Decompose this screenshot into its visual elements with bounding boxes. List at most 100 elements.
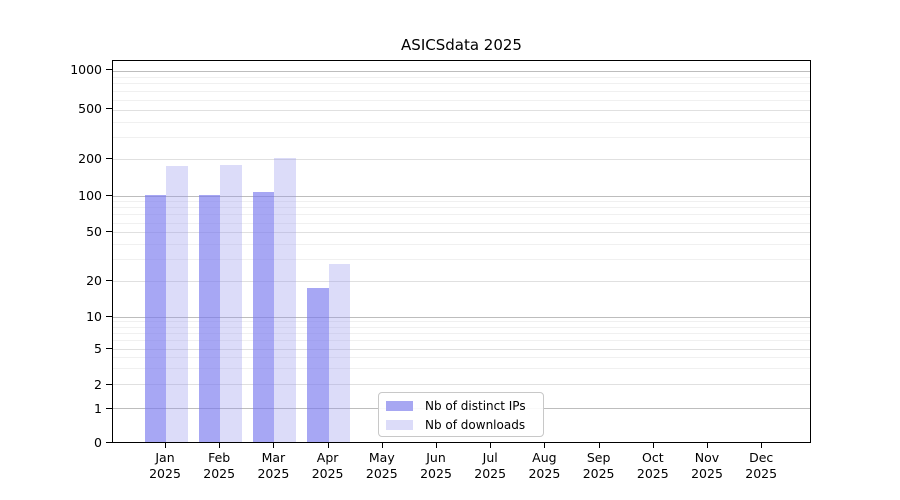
x-tick-label-aug: Aug 2025 — [514, 450, 574, 482]
gridline-minor-300 — [113, 137, 810, 139]
x-tick-year: 2025 — [149, 466, 181, 481]
y-tick-label-1: 1 — [94, 400, 102, 416]
gridline-100 — [113, 195, 810, 197]
y-tick-label-20: 20 — [86, 272, 102, 288]
x-tick-mark-aug — [544, 443, 546, 448]
legend-swatch-nb-of-downloads — [386, 420, 413, 430]
gridline-minor-4 — [113, 357, 810, 359]
x-tick-month: Apr — [316, 450, 339, 465]
gridline-20 — [113, 280, 810, 282]
y-tick-mark-50 — [106, 231, 112, 232]
gridline-minor-6 — [113, 340, 810, 342]
x-tick-month: Nov — [694, 450, 720, 465]
y-tick-label-5: 5 — [94, 341, 102, 356]
gridline-minor-90 — [113, 201, 810, 203]
bar-feb-nb-of-downloads — [220, 164, 242, 442]
legend-item-nb-of-downloads: Nb of downloads — [386, 416, 543, 434]
gridline-minor-3 — [113, 368, 810, 370]
y-tick-label-10: 10 — [86, 308, 102, 324]
y-tick-label-200: 200 — [78, 150, 102, 166]
x-tick-label-dec: Dec 2025 — [731, 450, 791, 482]
x-tick-label-apr: Apr 2025 — [298, 450, 358, 482]
x-tick-month: Dec — [749, 450, 774, 465]
x-tick-label-feb: Feb 2025 — [189, 450, 249, 482]
x-tick-month: Aug — [532, 450, 557, 465]
gridline-10 — [113, 316, 810, 318]
y-tick-label-0: 0 — [94, 435, 102, 450]
x-tick-month: Feb — [208, 450, 231, 465]
gridline-1000 — [113, 70, 810, 72]
y-tick-label-2: 2 — [94, 377, 102, 392]
x-tick-mark-jul — [490, 443, 492, 448]
x-tick-label-nov: Nov 2025 — [677, 450, 737, 482]
x-tick-year: 2025 — [636, 466, 669, 481]
x-tick-label-may: May 2025 — [352, 450, 412, 482]
x-tick-mark-sep — [598, 443, 600, 448]
x-tick-label-oct: Oct 2025 — [623, 450, 683, 482]
x-tick-year: 2025 — [311, 466, 344, 481]
y-tick-mark-0 — [106, 442, 112, 443]
legend-item-nb-of-distinct-ips: Nb of distinct IPs — [386, 397, 543, 415]
x-tick-month: Jun — [426, 450, 446, 465]
gridline-2 — [113, 384, 810, 386]
y-tick-mark-100 — [106, 194, 112, 196]
gridline-minor-80 — [113, 207, 810, 209]
y-tick-mark-10 — [106, 315, 112, 317]
x-tick-year: 2025 — [745, 466, 778, 481]
x-tick-mark-dec — [761, 443, 763, 448]
bar-mar-nb-of-downloads — [274, 157, 296, 442]
y-tick-label-1000: 1000 — [70, 61, 102, 77]
y-tick-label-100: 100 — [78, 187, 102, 203]
x-tick-mark-feb — [219, 443, 221, 448]
y-tick-mark-200 — [106, 157, 112, 159]
legend-label-nb-of-distinct-ips: Nb of distinct IPs — [425, 399, 526, 413]
gridline-200 — [113, 158, 810, 160]
legend-label-nb-of-downloads: Nb of downloads — [425, 418, 526, 432]
x-tick-year: 2025 — [203, 466, 236, 481]
x-tick-label-jun: Jun 2025 — [406, 450, 466, 482]
x-tick-month: Jan — [155, 450, 175, 465]
x-tick-mark-oct — [652, 443, 654, 448]
legend: Nb of distinct IPs Nb of downloads — [378, 392, 544, 437]
x-tick-month: Mar — [261, 450, 286, 465]
y-tick-mark-5 — [106, 348, 112, 349]
x-tick-year: 2025 — [365, 466, 398, 481]
gridline-minor-900 — [113, 76, 810, 78]
x-tick-month: Jul — [482, 450, 498, 465]
y-tick-mark-2 — [106, 384, 112, 385]
gridline-minor-60 — [113, 222, 810, 224]
x-tick-mark-may — [381, 443, 383, 448]
x-tick-month: Sep — [586, 450, 611, 465]
plot-area — [112, 60, 811, 443]
chart-title: ASICSdata 2025 — [401, 36, 522, 54]
gridline-minor-8 — [113, 326, 810, 328]
gridline-50 — [113, 232, 810, 234]
x-tick-label-jul: Jul 2025 — [460, 450, 520, 482]
gridline-minor-70 — [113, 214, 810, 216]
x-tick-year: 2025 — [691, 466, 723, 481]
x-tick-year: 2025 — [582, 466, 615, 481]
gridline-5 — [113, 348, 810, 350]
gridline-minor-30 — [113, 259, 810, 261]
y-tick-mark-500 — [106, 107, 112, 109]
x-tick-mark-mar — [273, 443, 275, 448]
gridline-minor-600 — [113, 99, 810, 101]
x-tick-label-mar: Mar 2025 — [243, 450, 303, 482]
gridline-500 — [113, 109, 810, 111]
x-tick-month: Oct — [641, 450, 664, 465]
x-tick-label-sep: Sep 2025 — [569, 450, 629, 482]
x-tick-year: 2025 — [420, 466, 452, 481]
x-tick-mark-jan — [165, 443, 166, 448]
x-tick-year: 2025 — [474, 466, 507, 481]
gridline-minor-40 — [113, 243, 810, 245]
bar-jan-nb-of-distinct-ips — [144, 194, 166, 442]
y-tick-label-500: 500 — [78, 100, 102, 116]
legend-swatch-nb-of-distinct-ips — [386, 401, 413, 411]
gridline-minor-7 — [113, 333, 810, 335]
bar-apr-nb-of-downloads — [328, 263, 351, 442]
x-tick-year: 2025 — [257, 466, 290, 481]
bar-jan-nb-of-downloads — [166, 166, 188, 442]
gridline-minor-400 — [113, 121, 810, 123]
y-tick-mark-1 — [106, 407, 112, 409]
